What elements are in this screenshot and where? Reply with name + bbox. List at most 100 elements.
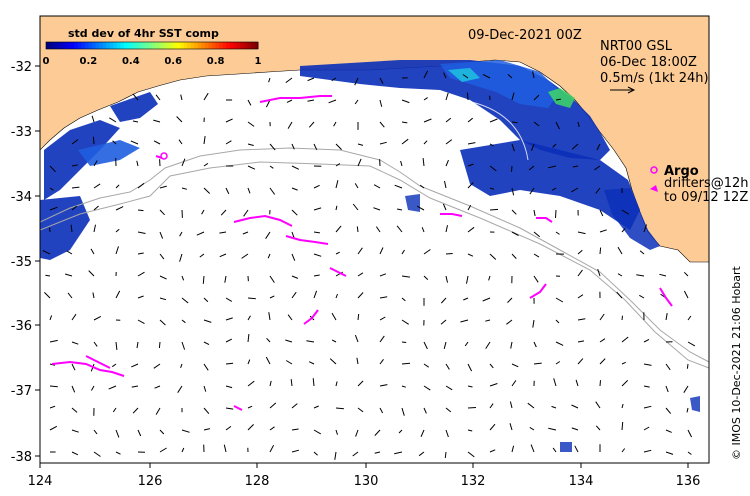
current-arrow bbox=[291, 449, 300, 453]
current-arrow bbox=[577, 249, 583, 255]
current-arrow bbox=[269, 143, 276, 151]
current-arrow bbox=[445, 385, 453, 391]
current-arrow bbox=[225, 317, 233, 321]
colorbar-segment bbox=[254, 42, 259, 49]
current-arrow bbox=[333, 121, 337, 127]
current-arrow bbox=[379, 335, 385, 343]
current-arrow bbox=[467, 253, 474, 257]
current-arrow bbox=[308, 121, 315, 128]
current-arrow bbox=[137, 271, 145, 277]
current-arrow bbox=[555, 319, 560, 324]
current-arrow bbox=[354, 183, 359, 189]
colorbar-segment bbox=[56, 42, 61, 49]
current-arrow bbox=[533, 275, 539, 283]
drifters-time-label: to 09/12 12Z bbox=[664, 190, 748, 205]
current-arrow bbox=[401, 385, 406, 388]
current-arrow bbox=[247, 424, 254, 431]
current-arrow bbox=[533, 209, 536, 217]
current-arrow bbox=[401, 249, 405, 255]
colorbar-segment bbox=[215, 42, 220, 49]
current-arrow bbox=[527, 402, 535, 409]
current-arrow bbox=[571, 143, 579, 150]
current-arrow bbox=[335, 180, 339, 189]
current-arrow bbox=[394, 184, 403, 189]
colorbar-segment bbox=[88, 42, 93, 49]
current-arrow bbox=[335, 163, 341, 167]
drifter-track bbox=[233, 405, 243, 411]
current-arrow bbox=[594, 165, 601, 171]
current-arrow bbox=[485, 341, 491, 349]
current-arrow bbox=[225, 385, 233, 389]
current-arrow bbox=[686, 363, 689, 369]
current-arrow bbox=[269, 426, 275, 431]
current-arrow bbox=[621, 403, 624, 409]
current-arrow bbox=[203, 341, 210, 346]
current-arrow bbox=[219, 253, 227, 258]
current-arrow bbox=[357, 247, 363, 255]
colorbar-tick-label: 0.4 bbox=[122, 56, 140, 67]
current-arrow bbox=[485, 319, 491, 322]
current-arrow bbox=[92, 136, 95, 145]
current-arrow bbox=[269, 275, 275, 283]
current-arrow bbox=[331, 312, 337, 321]
x-tick-label: 130 bbox=[354, 474, 379, 489]
current-arrow bbox=[220, 209, 227, 216]
current-arrow bbox=[109, 117, 117, 123]
current-arrow bbox=[400, 160, 403, 167]
current-arrow bbox=[595, 401, 601, 409]
current-arrow bbox=[444, 180, 447, 189]
current-arrow bbox=[374, 451, 381, 454]
current-arrow bbox=[291, 291, 297, 299]
date-label: 09-Dec-2021 00Z bbox=[468, 28, 582, 43]
current-arrow bbox=[421, 227, 425, 233]
current-arrow bbox=[290, 379, 293, 387]
current-arrow bbox=[595, 187, 601, 194]
current-arrow bbox=[511, 445, 515, 453]
current-arrow bbox=[203, 297, 209, 303]
drifter-track bbox=[529, 283, 547, 299]
y-tick-label: -36 bbox=[11, 319, 32, 334]
current-arrow bbox=[137, 252, 144, 255]
current-arrow bbox=[225, 338, 233, 343]
current-arrow bbox=[577, 358, 584, 365]
current-arrow bbox=[533, 121, 540, 127]
current-arrow bbox=[203, 319, 212, 323]
current-arrow bbox=[91, 115, 95, 123]
current-arrow bbox=[153, 363, 161, 369]
current-arrow bbox=[466, 275, 469, 284]
current-arrow bbox=[665, 407, 672, 414]
current-arrow bbox=[533, 253, 540, 258]
current-arrow bbox=[313, 231, 320, 234]
current-arrow bbox=[379, 273, 387, 277]
current-arrow bbox=[401, 362, 411, 365]
current-arrow bbox=[687, 315, 692, 321]
current-arrow bbox=[225, 362, 234, 365]
current-arrow bbox=[555, 231, 560, 235]
y-tick-label: -37 bbox=[11, 384, 32, 399]
drifter-track bbox=[285, 235, 329, 245]
current-arrow bbox=[548, 427, 557, 431]
current-arrow bbox=[136, 341, 139, 349]
current-arrow bbox=[285, 339, 293, 343]
current-arrow bbox=[203, 136, 206, 145]
current-arrow bbox=[67, 292, 73, 299]
drifters-label: drifters@12h bbox=[664, 176, 749, 191]
colorbar-segment bbox=[120, 42, 125, 49]
colorbar-segment bbox=[243, 42, 248, 49]
current-arrow bbox=[115, 429, 120, 438]
colorbar-segment bbox=[99, 42, 104, 49]
current-arrow bbox=[159, 319, 166, 326]
current-arrow bbox=[225, 118, 233, 123]
current-arrow bbox=[511, 363, 519, 368]
current-arrow bbox=[467, 451, 475, 458]
current-arrow bbox=[401, 407, 405, 416]
current-arrow bbox=[577, 340, 585, 343]
colorbar-segment bbox=[67, 42, 72, 49]
front-arc bbox=[461, 99, 529, 161]
current-arrow bbox=[71, 313, 77, 321]
current-arrow bbox=[291, 253, 296, 261]
current-arrow bbox=[665, 429, 672, 433]
current-arrow bbox=[511, 92, 515, 101]
current-arrow bbox=[287, 121, 293, 129]
